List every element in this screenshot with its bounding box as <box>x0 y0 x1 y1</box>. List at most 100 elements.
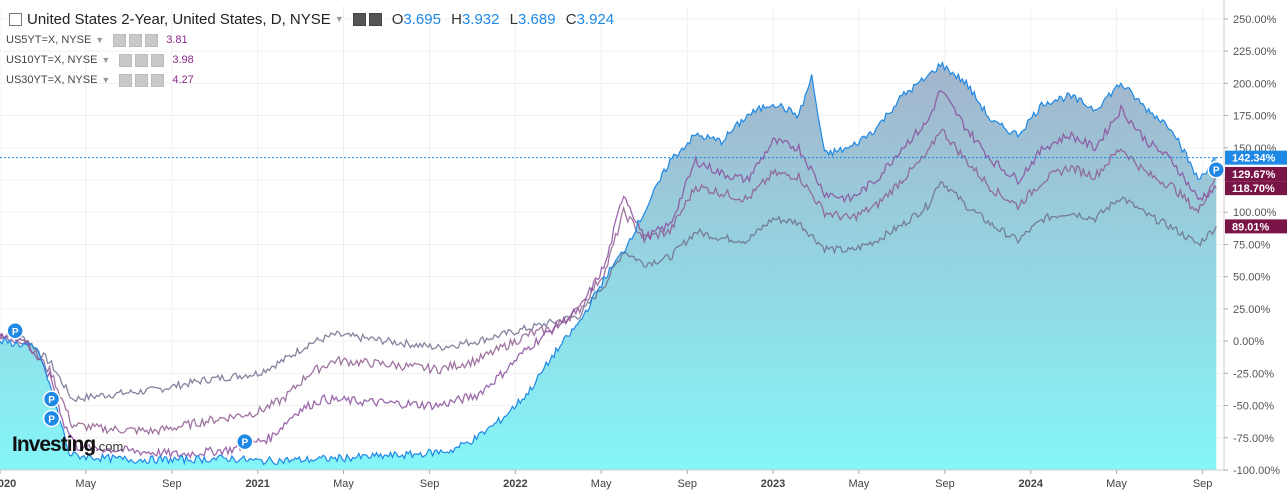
main-series-title[interactable]: United States 2-Year, United States, D, … <box>27 10 331 28</box>
x-tick-label: May <box>1106 478 1127 490</box>
eye-icon[interactable] <box>113 33 127 47</box>
price-tag-bg <box>1225 181 1287 196</box>
gear-icon[interactable] <box>368 12 382 26</box>
legend-row-us5y[interactable]: US5YT=X, NYSE ▼ 3.81 <box>6 30 614 50</box>
chevron-down-icon[interactable]: ▼ <box>95 35 105 45</box>
series-line-s10 <box>0 128 1217 436</box>
logo-suffix: .com <box>95 439 124 454</box>
price-tag-bg <box>1225 219 1287 234</box>
y-tick-label: -100.00% <box>1233 465 1280 477</box>
close-value: 3.924 <box>576 10 615 28</box>
event-marker[interactable]: P <box>42 390 61 408</box>
y-axis[interactable]: -100.00% -75.00% -50.00% -25.00% 0.00% 25.00%… <box>1223 0 1280 477</box>
collapse-icon[interactable] <box>9 12 22 26</box>
close-label: C <box>565 10 577 28</box>
series-lines <box>0 60 1217 466</box>
investing-logo: Investing.com <box>12 433 123 457</box>
y-tick-label: 50.00% <box>1233 272 1271 284</box>
marker-dot <box>42 390 61 408</box>
marker-dot <box>42 409 61 428</box>
ohlc-readout: O3.695 H3.932 L3.689 C3.924 <box>386 11 614 28</box>
y-tick-label: 100.00% <box>1233 207 1277 219</box>
marker-dot <box>236 432 254 451</box>
price-tag-bg <box>1225 150 1287 165</box>
legend-row-us10y[interactable]: US10YT=X, NYSE ▼ 3.98 <box>6 50 614 70</box>
gear-icon[interactable] <box>135 53 149 67</box>
y-tick-label: 250.00% <box>1233 14 1277 26</box>
low-value: 3.689 <box>518 10 556 28</box>
event-marker[interactable]: P <box>6 322 24 340</box>
series-value: 3.98 <box>172 54 194 66</box>
y-tick-label: 200.00% <box>1233 78 1277 90</box>
x-tick-label: May <box>75 478 96 490</box>
x-axis[interactable]: 2020 May Sep 2021 May Sep 2022 May Sep 2023 May Sep… <box>0 469 1224 490</box>
x-tick-label: Sep <box>1193 478 1213 490</box>
chevron-down-icon[interactable]: ▼ <box>101 55 111 65</box>
eye-icon[interactable] <box>119 73 133 87</box>
low-label: L <box>509 10 518 28</box>
close-icon[interactable] <box>151 73 165 87</box>
price-tag-label: 89.01% <box>1232 221 1270 233</box>
series-line-s30 <box>0 181 1217 403</box>
series-value: 4.27 <box>172 74 194 86</box>
y-tick-label: 75.00% <box>1233 239 1271 251</box>
x-tick-label: Sep <box>677 478 697 490</box>
open-label: O <box>391 10 404 28</box>
marker-dot <box>6 322 24 340</box>
price-tag-label: 118.70% <box>1232 183 1275 195</box>
price-tag-label: 142.34% <box>1232 153 1276 165</box>
series-label[interactable]: US30YT=X, NYSE <box>6 74 98 86</box>
y-tick-label: 175.00% <box>1233 111 1277 123</box>
y-tick-label: -75.00% <box>1233 433 1274 445</box>
eye-icon[interactable] <box>119 53 133 67</box>
series-value: 3.81 <box>166 34 188 46</box>
marker-dot <box>1207 160 1226 179</box>
event-marker[interactable]: P <box>42 409 61 428</box>
x-tick-label: May <box>333 478 354 490</box>
marker-label: P <box>1213 166 1220 177</box>
gear-icon[interactable] <box>135 73 149 87</box>
x-tick-label: Sep <box>420 478 440 490</box>
x-tick-label: May <box>591 478 612 490</box>
x-tick-label: 2020 <box>0 478 16 490</box>
y-tick-label: -50.00% <box>1233 401 1274 413</box>
y-tick-label: 25.00% <box>1233 304 1271 316</box>
high-value: 3.932 <box>461 10 500 28</box>
x-tick-label: Sep <box>162 478 182 490</box>
series-label[interactable]: US5YT=X, NYSE <box>6 34 92 46</box>
event-marker[interactable]: P <box>1207 160 1226 179</box>
marker-label: P <box>48 395 55 406</box>
y-tick-label: -25.00% <box>1233 368 1274 380</box>
high-label: H <box>451 10 462 28</box>
chart-legend: United States 2-Year, United States, D, … <box>6 8 614 90</box>
y-tick-label: 225.00% <box>1233 46 1277 58</box>
logo-brand: Investing <box>12 433 96 456</box>
marker-label: P <box>241 438 248 449</box>
legend-row-us30y[interactable]: US30YT=X, NYSE ▼ 4.27 <box>6 70 614 90</box>
marker-label: P <box>48 414 55 425</box>
close-icon[interactable] <box>145 33 159 47</box>
price-tag-bg <box>1225 166 1287 181</box>
x-tick-label: Sep <box>935 478 955 490</box>
gear-icon[interactable] <box>129 33 143 47</box>
x-tick-label: 2024 <box>1018 478 1043 490</box>
y-tick-label: 0.00% <box>1233 336 1264 348</box>
x-tick-label: May <box>848 478 869 490</box>
chevron-down-icon[interactable]: ▼ <box>101 75 111 85</box>
open-value: 3.695 <box>403 10 441 28</box>
marker-label: P <box>12 327 19 338</box>
price-tag-label: 129.67% <box>1232 169 1276 181</box>
close-icon[interactable] <box>151 53 165 67</box>
x-tick-label: 2022 <box>503 478 527 490</box>
eye-icon[interactable] <box>352 12 366 26</box>
series-label[interactable]: US10YT=X, NYSE <box>6 54 98 66</box>
price-tags: 142.34% 129.67% 118.70% 89.01% <box>1225 150 1287 234</box>
main-series-area <box>0 62 1217 470</box>
chevron-down-icon[interactable]: ▼ <box>334 14 344 24</box>
event-marker[interactable]: P <box>236 432 254 451</box>
x-tick-label: 2023 <box>761 478 785 490</box>
series-line-s5 <box>0 89 1217 459</box>
main-series-legend[interactable]: United States 2-Year, United States, D, … <box>6 8 614 30</box>
